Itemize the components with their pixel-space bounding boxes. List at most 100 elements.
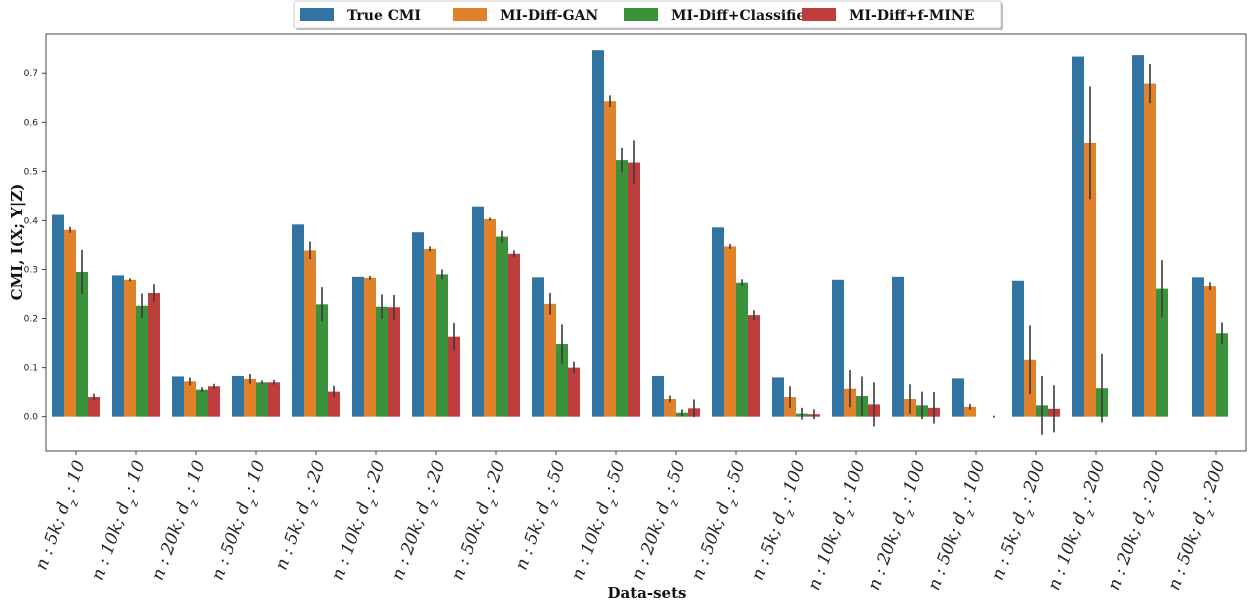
bar: [736, 282, 748, 417]
plot-frame: [45, 33, 1247, 452]
bar: [1156, 288, 1168, 417]
x-tick-label: n : 10k; dz : 200: [1044, 458, 1114, 595]
bar: [1144, 83, 1156, 417]
x-tick-label: n : 20k; dz : 50: [628, 458, 695, 585]
bar: [88, 397, 100, 417]
bar: [496, 236, 508, 417]
bar: [592, 50, 604, 417]
x-tick-label: n : 50k; dz : 200: [1164, 458, 1234, 595]
plot-area: 0.00.10.20.30.40.50.60.7n : 5k; dz : 10n…: [24, 33, 1247, 595]
legend-label: MI-Diff+f-MINE: [849, 8, 974, 24]
bar: [544, 303, 556, 417]
bar: [64, 229, 76, 417]
bar: [724, 246, 736, 417]
x-tick-label: n : 50k; dz : 100: [924, 458, 994, 595]
bar: [448, 336, 460, 417]
y-tick-label: 0.4: [24, 216, 39, 226]
x-tick-label: n : 20k; dz : 10: [148, 458, 215, 585]
legend-label: MI-Diff+Classifier: [671, 8, 813, 24]
bar: [484, 218, 496, 417]
bar: [712, 227, 724, 417]
bar: [892, 276, 904, 417]
bar: [1132, 55, 1144, 417]
bar: [532, 277, 544, 417]
bar: [424, 248, 436, 417]
bar: [352, 276, 364, 417]
legend-label: True CMI: [347, 8, 421, 24]
x-axis-label: Data-sets: [608, 584, 687, 602]
bar: [184, 381, 196, 417]
bar: [664, 398, 676, 417]
y-tick-label: 0.7: [24, 69, 38, 79]
x-tick-label: n : 5k; dz : 20: [272, 458, 335, 575]
x-tick-label: n : 10k; dz : 100: [804, 458, 874, 595]
bar: [136, 305, 148, 417]
x-tick-label: n : 20k; dz : 200: [1104, 458, 1174, 595]
bar: [388, 307, 400, 417]
bar: [376, 306, 388, 417]
legend-label: MI-Diff-GAN: [500, 8, 598, 24]
bar: [244, 378, 256, 417]
y-tick-label: 0.3: [24, 265, 38, 275]
legend-swatch: [624, 8, 658, 21]
y-tick-label: 0.2: [24, 315, 38, 325]
bar: [1072, 56, 1084, 417]
bar: [472, 206, 484, 417]
bar: [208, 386, 220, 417]
bar: [292, 224, 304, 417]
x-tick-label: n : 20k; dz : 20: [388, 458, 455, 585]
bar: [364, 277, 376, 417]
bar: [652, 375, 664, 417]
bar: [604, 101, 616, 417]
bar: [1204, 286, 1216, 417]
bar: [232, 375, 244, 417]
x-tick-label: n : 50k; dz : 10: [208, 458, 275, 585]
legend-swatch: [453, 8, 487, 21]
bar: [52, 214, 64, 417]
x-tick-label: n : 50k; dz : 20: [448, 458, 515, 585]
bar: [196, 389, 208, 417]
y-tick-label: 0.5: [24, 167, 38, 177]
y-tick-label: 0.6: [24, 118, 39, 128]
bar: [616, 160, 628, 417]
bar: [124, 279, 136, 417]
bar: [172, 376, 184, 417]
x-tick-label: n : 5k; dz : 200: [988, 458, 1055, 585]
bar: [148, 293, 160, 417]
bar: [628, 162, 640, 417]
bar: [508, 253, 520, 417]
bar: [952, 378, 964, 417]
y-tick-label: 0.1: [24, 364, 38, 374]
bar: [1216, 333, 1228, 417]
legend: True CMI MI-Diff-GAN MI-Diff+Classifier MI-…: [293, 0, 1003, 30]
bar: [832, 279, 844, 417]
bar: [748, 315, 760, 417]
bar: [436, 274, 448, 417]
bar: [412, 232, 424, 417]
bar: [1192, 277, 1204, 417]
bar: [328, 391, 340, 417]
x-tick-label: n : 10k; dz : 10: [88, 458, 155, 585]
legend-swatch: [802, 8, 836, 21]
bar: [304, 250, 316, 417]
bar: [256, 382, 268, 417]
bar: [556, 344, 568, 417]
y-axis-label: CMI, I(X; Y|Z): [8, 184, 26, 301]
x-tick-label: n : 5k; dz : 100: [748, 458, 815, 585]
x-tick-label: n : 5k; dz : 10: [32, 458, 95, 575]
x-tick-label: n : 5k; dz : 50: [512, 458, 575, 575]
x-tick-label: n : 20k; dz : 100: [864, 458, 934, 595]
bar: [76, 271, 88, 417]
legend-swatch: [300, 8, 334, 21]
y-tick-label: 0.0: [24, 413, 39, 423]
bar: [268, 382, 280, 417]
bar: [964, 406, 976, 417]
bar: [1012, 280, 1024, 417]
bar: [568, 367, 580, 417]
bar: [112, 275, 124, 417]
x-tick-label: n : 10k; dz : 50: [568, 458, 635, 585]
x-tick-label: n : 10k; dz : 20: [328, 458, 395, 585]
bar: [316, 304, 328, 417]
bar: [1084, 142, 1096, 417]
